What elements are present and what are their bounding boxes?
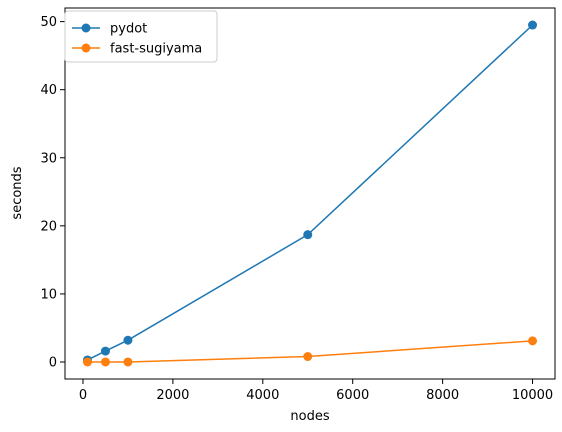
y-tick-label: 20: [40, 219, 57, 234]
data-point: [528, 20, 538, 30]
data-point: [82, 357, 92, 367]
data-point: [303, 230, 313, 240]
data-point: [303, 352, 313, 362]
x-tick-label: 4000: [246, 388, 279, 403]
legend-box: [64, 10, 218, 63]
legend: pydot fast-sugiyama: [64, 10, 218, 63]
y-axis-label: seconds: [10, 166, 25, 219]
series-layer: [82, 20, 538, 367]
data-point: [100, 357, 110, 367]
x-tick-label: 10000: [512, 388, 553, 403]
data-point: [100, 346, 110, 356]
data-point: [123, 335, 133, 345]
x-tick-label: 0: [79, 388, 87, 403]
series-line: [87, 24, 534, 361]
legend-label: fast-sugiyama: [110, 42, 202, 57]
x-tick-label: 2000: [156, 388, 189, 403]
legend-marker: [81, 43, 91, 53]
x-tick-label: 8000: [426, 388, 459, 403]
y-tick-label: 30: [40, 151, 57, 166]
x-axis-label: nodes: [290, 409, 329, 424]
data-point: [123, 357, 133, 367]
data-point: [528, 336, 538, 346]
plot-frame: [64, 7, 556, 380]
y-tick-label: 0: [49, 355, 57, 370]
x-tick-label: 6000: [336, 388, 369, 403]
series-fast-sugiyama: [82, 336, 538, 367]
legend-marker: [81, 23, 91, 33]
y-axis: 0 10 20 30 40 50: [40, 15, 65, 370]
series-pydot: [82, 20, 538, 365]
y-tick-label: 10: [40, 287, 57, 302]
legend-label: pydot: [110, 22, 147, 37]
y-tick-label: 50: [40, 15, 57, 30]
y-tick-label: 40: [40, 83, 57, 98]
plot-area: [64, 7, 556, 380]
x-axis: 0 2000 4000 6000 8000 10000: [79, 379, 553, 403]
